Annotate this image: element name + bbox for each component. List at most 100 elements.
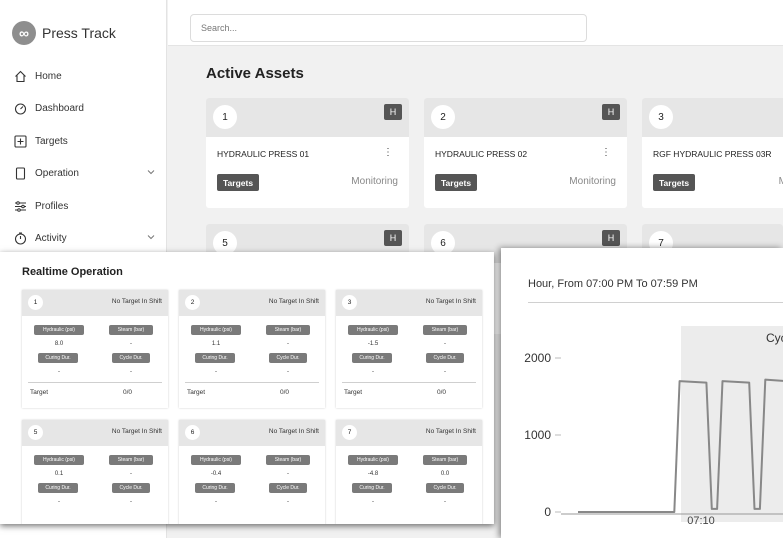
cycle-value: - (287, 499, 289, 505)
brand-logo: ∞ (12, 21, 36, 45)
y-tick-label: 0 (544, 505, 551, 519)
realtime-card[interactable]: 2 No Target In Shift Hydraulic (psi) Steam … (179, 290, 325, 408)
cycle-value: - (444, 499, 446, 505)
asset-status: M (778, 176, 783, 187)
y-tick-label: 2000 (524, 351, 551, 365)
realtime-card-header: 6 No Target In Shift (179, 420, 325, 446)
asset-type-badge: H (384, 230, 402, 246)
hydraulic-value: 1.1 (211, 341, 221, 347)
steam-label: Steam (bar) (109, 325, 153, 335)
sidebar-item-activity[interactable]: Activity (13, 226, 158, 250)
sliders-icon (13, 199, 27, 213)
chevron-down-icon[interactable] (146, 232, 156, 245)
shift-status: No Target In Shift (111, 428, 162, 435)
steam-value: - (287, 341, 289, 347)
cycle-label: Cycle Dur. (426, 483, 464, 493)
steam-label: Steam (bar) (266, 455, 310, 465)
hydraulic-label: Hydraulic (psi) (34, 325, 84, 335)
cycle-label: Cycle Dur. (112, 483, 150, 493)
more-vertical-icon[interactable]: ⋮ (601, 147, 611, 158)
realtime-card-header: 3 No Target In Shift (336, 290, 482, 316)
curing-value: - (372, 369, 374, 375)
hydraulic-label: Hydraulic (psi) (348, 325, 398, 335)
sidebar-item-label: Operation (35, 167, 79, 179)
brand[interactable]: ∞ Press Track (12, 21, 116, 45)
sidebar-item-dashboard[interactable]: Dashboard (13, 96, 158, 120)
hydraulic-value: -0.4 (210, 471, 222, 477)
line-chart: Cycle 1Cycle 201000200007:10 (524, 326, 783, 527)
steam-value: 0.0 (440, 471, 450, 477)
targets-button[interactable]: Targets (217, 174, 260, 191)
divider (28, 382, 162, 383)
realtime-card[interactable]: 5 No Target In Shift Hydraulic (psi) Steam … (22, 420, 168, 524)
target-value: 0/0 (280, 389, 290, 396)
cycle-value: - (130, 499, 132, 505)
sidebar-item-profiles[interactable]: Profiles (13, 194, 158, 218)
steam-label: Steam (bar) (109, 455, 153, 465)
targets-button[interactable]: Targets (435, 174, 478, 191)
realtime-card[interactable]: 6 No Target In Shift Hydraulic (psi) Steam … (179, 420, 325, 524)
realtime-card-header: 2 No Target In Shift (179, 290, 325, 316)
sidebar-item-label: Profiles (35, 200, 69, 212)
steam-value: - (444, 341, 446, 347)
asset-status: Monitoring (569, 176, 616, 187)
target-label: Target (30, 389, 49, 396)
curing-value: - (58, 499, 60, 505)
asset-number: 3 (342, 295, 357, 310)
divider (342, 382, 476, 383)
gauge-icon (13, 101, 27, 115)
realtime-operation-panel: Realtime Operation 1 No Target In Shift Hy… (0, 252, 494, 524)
asset-number: 2 (431, 105, 455, 129)
asset-type-badge: H (602, 104, 620, 120)
shift-status: No Target In Shift (111, 298, 162, 305)
shift-status: No Target In Shift (425, 428, 476, 435)
more-vertical-icon[interactable]: ⋮ (383, 147, 393, 158)
home-icon (13, 69, 27, 83)
search-input[interactable] (190, 14, 587, 42)
asset-type-badge: H (384, 104, 402, 120)
curing-label: Curing Dur. (195, 353, 235, 363)
sidebar-item-targets[interactable]: Targets (13, 129, 158, 153)
curing-label: Curing Dur. (352, 353, 392, 363)
hydraulic-label: Hydraulic (psi) (34, 455, 84, 465)
curing-value: - (215, 369, 217, 375)
hourly-chart-panel: Hour, From 07:00 PM To 07:59 PM Cycle 1C… (501, 248, 783, 538)
asset-card[interactable]: 3 RGF HYDRAULIC PRESS 03R Targets M (642, 98, 783, 208)
asset-number: 1 (28, 295, 43, 310)
asset-card-header: 1 H (206, 98, 409, 137)
realtime-card[interactable]: 7 No Target In Shift Hydraulic (psi) Steam … (336, 420, 482, 524)
steam-value: - (287, 471, 289, 477)
cycle-value: - (287, 369, 289, 375)
target-label: Target (187, 389, 206, 396)
curing-value: - (58, 369, 60, 375)
curing-label: Curing Dur. (352, 483, 392, 493)
sidebar-item-label: Targets (35, 135, 68, 147)
realtime-card[interactable]: 3 No Target In Shift Hydraulic (psi) Steam … (336, 290, 482, 408)
page-title: Active Assets (206, 65, 304, 82)
sidebar-item-home[interactable]: Home (13, 64, 158, 88)
chart-title: Hour, From 07:00 PM To 07:59 PM (528, 278, 698, 290)
topbar (168, 0, 783, 46)
hydraulic-value: -4.8 (367, 471, 379, 477)
shift-status: No Target In Shift (268, 428, 319, 435)
cycle-label: Cycle Dur. (269, 483, 307, 493)
sidebar-item-label: Activity (35, 232, 67, 244)
steam-label: Steam (bar) (423, 325, 467, 335)
x-tick-label: 07:10 (687, 515, 715, 527)
brand-name: Press Track (42, 25, 116, 41)
divider (185, 382, 319, 383)
sidebar-item-operation[interactable]: Operation (13, 161, 158, 185)
chevron-down-icon[interactable] (146, 167, 156, 180)
plus-box-icon (13, 134, 27, 148)
band-label: Cycle 1 (766, 331, 783, 345)
curing-label: Curing Dur. (38, 483, 78, 493)
asset-card[interactable]: 1 H HYDRAULIC PRESS 01 ⋮ Targets Monitor… (206, 98, 409, 208)
asset-card-header: 2 H (424, 98, 627, 137)
targets-button[interactable]: Targets (653, 174, 696, 191)
steam-value: - (130, 471, 132, 477)
asset-card[interactable]: 2 H HYDRAULIC PRESS 02 ⋮ Targets Monitor… (424, 98, 627, 208)
hydraulic-label: Hydraulic (psi) (191, 325, 241, 335)
cycle-label: Cycle Dur. (269, 353, 307, 363)
realtime-card[interactable]: 1 No Target In Shift Hydraulic (psi) Steam … (22, 290, 168, 408)
target-value: 0/0 (437, 389, 447, 396)
